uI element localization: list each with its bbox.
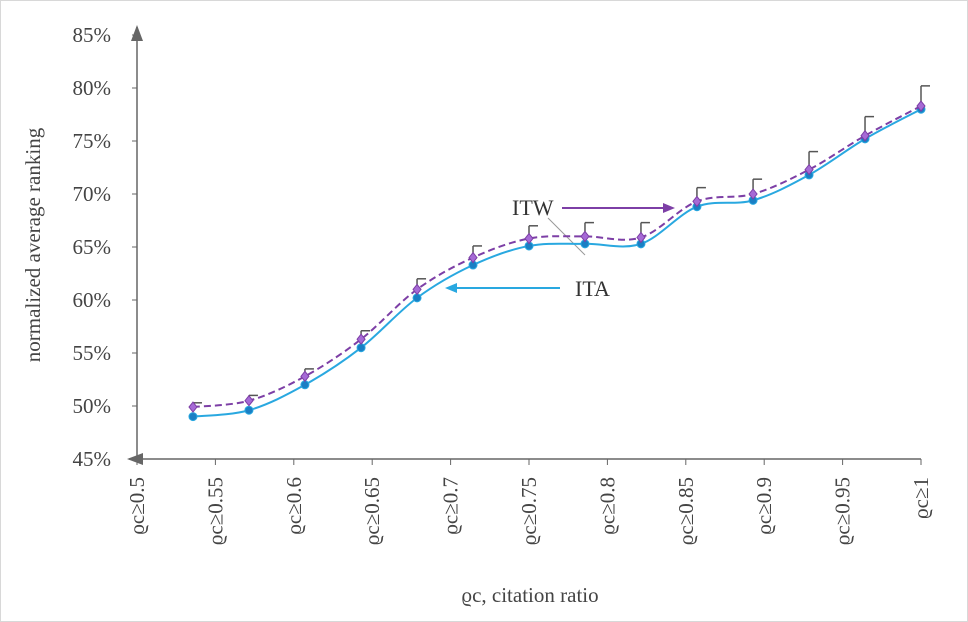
y-tick-label: 80% bbox=[73, 76, 112, 100]
x-tick-label: ϱc≥0.75 bbox=[517, 477, 541, 545]
marker bbox=[300, 370, 310, 383]
marker bbox=[524, 232, 534, 245]
marker bbox=[916, 100, 926, 112]
arrow-head bbox=[445, 283, 457, 293]
y-tick-label: 65% bbox=[73, 235, 112, 259]
y-tick-label: 55% bbox=[73, 341, 112, 365]
marker bbox=[748, 188, 758, 200]
x-tick-label: ϱc≥0.5 bbox=[125, 477, 149, 535]
marker bbox=[188, 412, 198, 422]
x-tick-label: ϱc≥1 bbox=[909, 477, 933, 519]
x-tick-label: ϱc≥0.55 bbox=[203, 477, 227, 545]
y-axis-label: normalized average ranking bbox=[21, 127, 45, 362]
marker bbox=[244, 394, 254, 407]
axis-arrow bbox=[131, 25, 143, 41]
marker bbox=[860, 129, 870, 142]
marker bbox=[804, 163, 814, 176]
x-tick-label: ϱc≥0.9 bbox=[752, 477, 776, 535]
annotation: ITW bbox=[512, 195, 554, 220]
x-axis-label: ϱc, citation ratio bbox=[461, 583, 598, 607]
x-tick-label: ϱc≥0.65 bbox=[360, 477, 384, 545]
marker bbox=[636, 231, 646, 244]
y-tick-label: 75% bbox=[73, 129, 112, 153]
series-line bbox=[192, 105, 922, 409]
marker bbox=[356, 333, 366, 346]
marker bbox=[244, 405, 254, 415]
y-tick-label: 60% bbox=[73, 288, 112, 312]
marker bbox=[580, 230, 590, 243]
y-tick-label: 45% bbox=[73, 447, 112, 471]
marker bbox=[692, 195, 702, 208]
y-tick-label: 50% bbox=[73, 394, 112, 418]
y-tick-label: 85% bbox=[73, 23, 112, 47]
marker bbox=[412, 283, 422, 296]
x-tick-label: ϱc≥0.8 bbox=[595, 477, 619, 535]
annotation: ITA bbox=[575, 276, 610, 301]
marker bbox=[468, 251, 478, 264]
x-tick-label: ϱc≥0.7 bbox=[439, 477, 463, 535]
x-tick-label: ϱc≥0.6 bbox=[282, 477, 306, 535]
x-tick-label: ϱc≥0.85 bbox=[674, 477, 698, 545]
marker bbox=[188, 401, 198, 413]
arrow-head bbox=[663, 203, 675, 213]
y-tick-label: 70% bbox=[73, 182, 112, 206]
x-tick-label: ϱc≥0.95 bbox=[831, 477, 855, 545]
